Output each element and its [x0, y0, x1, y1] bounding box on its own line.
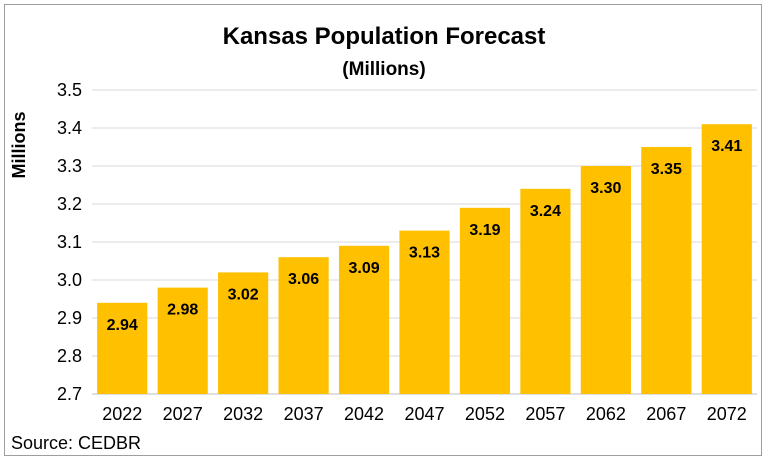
x-tick-label: 2067	[646, 404, 686, 424]
bar	[580, 166, 631, 394]
chart-subtitle: (Millions)	[342, 59, 425, 80]
bar	[338, 245, 390, 394]
bar	[97, 302, 148, 394]
data-label: 3.13	[409, 245, 440, 262]
y-tick-labels: 2.7 2.8 2.9 3.0 3.1 3.2 3.3 3.4 3.5	[57, 80, 82, 404]
bar	[157, 287, 208, 394]
y-tick-label: 3.2	[57, 194, 82, 214]
x-tick-labels: 2022 2027 2032 2037 2042 2047 2052 2057 2062 2067…	[102, 404, 747, 424]
y-tick-label: 2.8	[57, 346, 82, 366]
y-tick-label: 2.7	[57, 384, 82, 404]
y-tick-label: 2.9	[57, 308, 82, 328]
bar	[701, 124, 752, 394]
x-tick-label: 2052	[465, 404, 505, 424]
bar	[278, 257, 329, 394]
x-tick-label: 2037	[284, 404, 324, 424]
bar	[459, 207, 511, 394]
data-labels: 2.94 2.98 3.02 3.06 3.09 3.13 3.19 3.24 3.30 3.35…	[107, 138, 743, 334]
data-label: 3.06	[288, 271, 319, 288]
y-tick-label: 3.4	[57, 118, 82, 138]
bar	[218, 272, 269, 394]
data-label: 3.35	[651, 161, 682, 178]
y-tick-label: 3.0	[57, 270, 82, 290]
data-label: 3.19	[469, 222, 500, 239]
bar	[641, 147, 692, 394]
y-tick-label: 3.1	[57, 232, 82, 252]
source-note: Source: CEDBR	[11, 433, 141, 453]
x-tick-label: 2042	[344, 404, 384, 424]
data-label: 2.94	[107, 317, 138, 334]
bars	[97, 124, 752, 394]
data-label: 3.09	[348, 260, 379, 277]
data-label: 3.24	[530, 203, 561, 220]
x-tick-label: 2062	[586, 404, 626, 424]
x-tick-label: 2047	[404, 404, 444, 424]
x-tick-label: 2072	[707, 404, 747, 424]
data-label: 3.02	[228, 286, 259, 303]
y-tick-label: 3.3	[57, 156, 82, 176]
x-tick-label: 2032	[223, 404, 263, 424]
y-tick-label: 3.5	[57, 80, 82, 100]
data-label: 2.98	[167, 302, 198, 319]
chart-frame: Kansas Population Forecast (Millions) Mi…	[4, 4, 762, 456]
data-label: 3.30	[590, 180, 621, 197]
x-tick-label: 2022	[102, 404, 142, 424]
bar-chart: Kansas Population Forecast (Millions) Mi…	[9, 23, 757, 453]
bar	[520, 188, 571, 394]
chart-title: Kansas Population Forecast	[223, 23, 546, 50]
data-label: 3.41	[711, 138, 742, 155]
y-axis-label: Millions	[9, 112, 29, 179]
bar	[399, 230, 450, 394]
x-tick-label: 2027	[163, 404, 203, 424]
x-tick-label: 2057	[525, 404, 565, 424]
